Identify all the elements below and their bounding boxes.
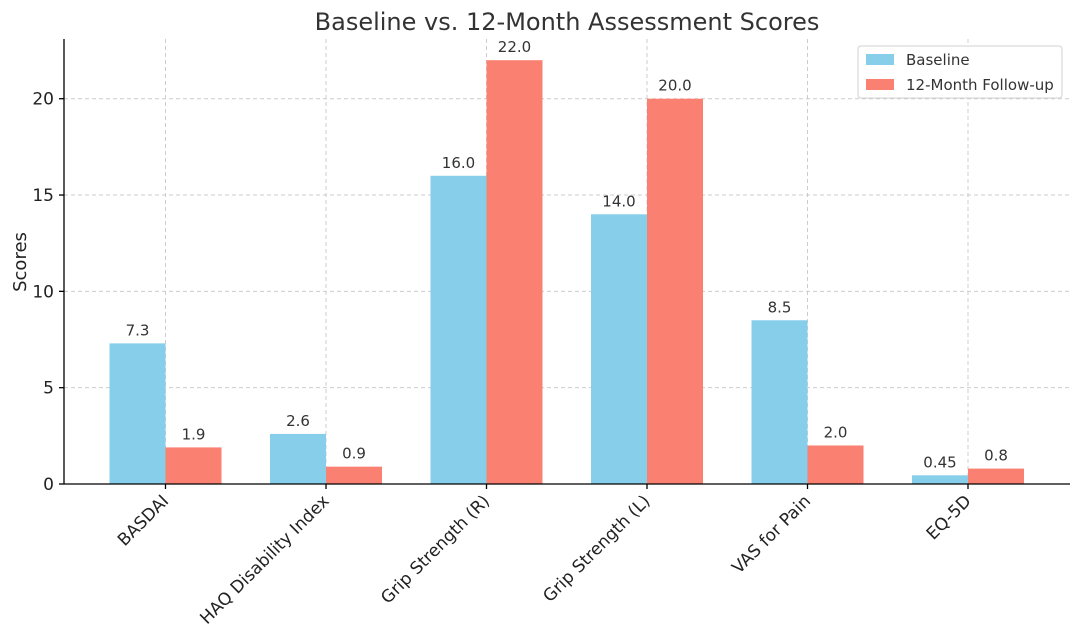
- chart-title: Baseline vs. 12-Month Assessment Scores: [315, 8, 820, 36]
- data-label: 0.8: [984, 447, 1008, 465]
- bars: [109, 60, 1024, 484]
- bar-baseline: [751, 320, 808, 484]
- x-tick-label: VAS for Pain: [728, 491, 815, 578]
- x-tick-label: EQ-5D: [923, 491, 976, 544]
- bar-baseline: [912, 475, 968, 484]
- data-label: 0.45: [923, 453, 956, 471]
- data-label: 16.0: [442, 154, 475, 172]
- x-tick-label: BASDAI: [114, 491, 173, 550]
- bar-baseline: [270, 433, 326, 484]
- legend-entry: Baseline: [906, 51, 970, 69]
- data-label: 2.6: [286, 412, 310, 430]
- data-label: 1.9: [182, 425, 206, 443]
- bar-follow-up: [486, 60, 543, 484]
- bar-follow-up: [326, 466, 382, 484]
- bar-follow-up: [647, 98, 703, 484]
- bar-baseline: [591, 214, 647, 484]
- y-tick-label: 5: [43, 379, 54, 399]
- y-axis-label: Scores: [10, 232, 31, 292]
- y-tick-label: 10: [32, 282, 54, 302]
- data-label: 22.0: [498, 38, 531, 56]
- y-tick-label: 20: [32, 90, 54, 110]
- bar-follow-up: [968, 468, 1024, 484]
- legend: Baseline 12-Month Follow-up: [857, 45, 1063, 99]
- legend-swatch: [866, 79, 894, 90]
- x-tick-label: Grip Strength (L): [539, 491, 654, 606]
- data-labels: 7.3 2.6 16.0 14.0 8.5 0.45 1.9 0.9 22.0 20.0 2.0 0.…: [126, 38, 1008, 471]
- legend-entry: 12-Month Follow-up: [906, 76, 1054, 94]
- data-label: 2.0: [824, 423, 848, 441]
- y-tick-label: 0: [43, 475, 54, 495]
- bar-follow-up: [165, 447, 222, 484]
- y-tick-label: 15: [32, 186, 54, 206]
- data-label: 0.9: [342, 445, 366, 463]
- data-label: 14.0: [602, 192, 635, 210]
- legend-swatch: [866, 54, 894, 65]
- axes: [59, 39, 1070, 489]
- bar-baseline: [430, 175, 487, 484]
- data-label: 8.5: [768, 298, 792, 316]
- data-label: 7.3: [126, 321, 150, 339]
- legend-box: [857, 45, 1063, 99]
- bar-follow-up: [807, 445, 864, 484]
- bar-baseline: [109, 343, 166, 484]
- grid-lines: [64, 39, 1070, 485]
- data-label: 20.0: [658, 77, 691, 95]
- x-tick-label: Grip Strength (R): [377, 491, 494, 608]
- x-tick-label: HAQ Disability Index: [196, 491, 333, 628]
